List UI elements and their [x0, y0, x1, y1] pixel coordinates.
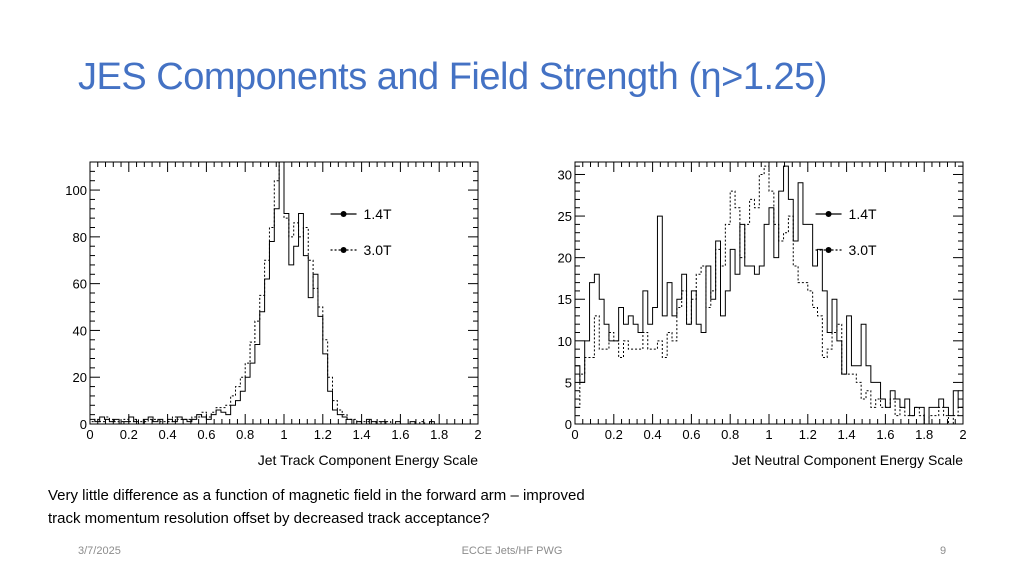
x-tick-label: 0.4	[159, 427, 177, 442]
y-tick-label: 60	[73, 277, 87, 292]
y-tick-label: 40	[73, 323, 87, 338]
x-tick-label: 0.6	[197, 427, 215, 442]
legend-label-1-4T: 1.4T	[364, 206, 392, 222]
legend-marker-1-4T	[825, 211, 832, 217]
x-tick-label: 1.4	[838, 427, 856, 442]
y-tick-label: 20	[558, 251, 572, 266]
x-tick-label: 1.2	[314, 427, 332, 442]
x-tick-label: 0.4	[644, 427, 662, 442]
caption-line-2: track momentum resolution offset by decr…	[48, 510, 490, 527]
x-tick-label: 1	[765, 427, 772, 442]
series-1-4T-histogram	[574, 165, 964, 425]
y-tick-label: 15	[558, 292, 572, 307]
x-tick-label: 0.2	[120, 427, 138, 442]
series-1-4T-histogram	[89, 161, 478, 425]
series-3-0T-histogram	[89, 161, 478, 425]
x-tick-label: 0.2	[605, 427, 623, 442]
chart-jet-track: 0 0.2 0.4 0.6 0.8 1 1.2 1.4 1.6 1.8 2020406080100J…	[65, 161, 482, 468]
legend-marker-3-0T	[825, 247, 832, 253]
legend-marker-3-0T	[340, 247, 347, 253]
y-tick-label: 0	[565, 417, 572, 432]
x-axis-title: Jet Track Component Energy Scale	[258, 452, 478, 468]
y-tick-label: 80	[73, 230, 87, 245]
x-axis-title: Jet Neutral Component Energy Scale	[732, 452, 963, 468]
x-tick-label: 2	[959, 427, 966, 442]
x-tick-label: 1.8	[430, 427, 448, 442]
y-tick-label: 20	[73, 370, 87, 385]
y-tick-label: 0	[80, 417, 87, 432]
legend-label-3-0T: 3.0T	[364, 242, 392, 258]
legend-marker-1-4T	[340, 211, 347, 217]
y-tick-label: 5	[565, 375, 572, 390]
chart-jet-neutral: 0 0.2 0.4 0.6 0.8 1 1.2 1.4 1.6 1.8 2051015202530J…	[558, 161, 967, 468]
slide-title: JES Components and Field Strength (η>1.2…	[78, 56, 827, 98]
x-tick-label: 1.6	[876, 427, 894, 442]
y-tick-label: 25	[558, 209, 572, 224]
x-tick-label: 1	[280, 427, 287, 442]
y-tick-label: 30	[558, 167, 572, 182]
x-tick-label: 1.4	[353, 427, 371, 442]
x-tick-label: 2	[474, 427, 481, 442]
x-tick-label: 1.2	[799, 427, 817, 442]
plot-frame	[574, 161, 964, 425]
series-3-0T-histogram	[574, 165, 964, 425]
legend-label-1-4T: 1.4T	[849, 206, 877, 222]
footer-date: 3/7/2025	[78, 545, 121, 557]
x-tick-label: 0	[86, 427, 93, 442]
page-number: 9	[940, 545, 947, 557]
x-tick-label: 0.6	[682, 427, 700, 442]
y-tick-label: 10	[558, 334, 572, 349]
caption-line-1: Very little difference as a function of …	[48, 487, 585, 504]
x-tick-label: 1.6	[391, 427, 409, 442]
footer-center-text: ECCE Jets/HF PWG	[461, 545, 563, 557]
x-tick-label: 0	[571, 427, 578, 442]
y-tick-label: 100	[65, 183, 87, 198]
x-tick-label: 1.8	[915, 427, 933, 442]
legend-label-3-0T: 3.0T	[849, 242, 877, 258]
caption: Very little difference as a function of …	[48, 484, 768, 530]
x-tick-label: 0.8	[236, 427, 254, 442]
x-tick-label: 0.8	[721, 427, 739, 442]
